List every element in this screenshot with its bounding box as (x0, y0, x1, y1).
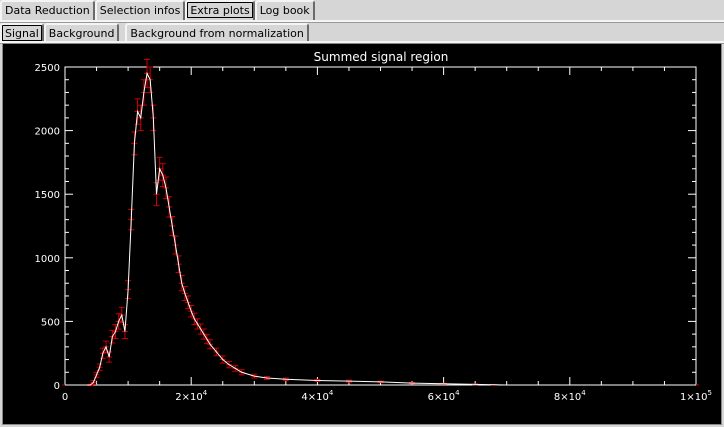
main-tab-data-reduction[interactable]: Data Reduction (0, 0, 95, 20)
sub-tab-bar: Signal Background Background from normaliz… (0, 23, 309, 43)
y-tick-label: 2000 (35, 127, 60, 138)
plot-frame (64, 66, 697, 386)
x-tick-label: 4×104 (301, 389, 333, 403)
y-tick-label: 1500 (35, 190, 60, 201)
chart-title: Summed signal region (314, 50, 449, 64)
y-tick-label: 1000 (35, 254, 60, 265)
series-line (65, 71, 696, 386)
y-tick-label: 500 (41, 317, 60, 328)
x-tick-label: 8×104 (554, 389, 586, 403)
main-tab-bar: Data Reduction Selection infos Extra plots… (0, 0, 315, 20)
x-tick-label: 0 (62, 392, 68, 403)
y-tick-label: 0 (54, 381, 60, 392)
plot-area: Summed signal region 0 2×104 4×104 6×104 8×1… (2, 43, 722, 425)
y-tick-labels: 0 500 1000 1500 2000 2500 (35, 63, 60, 392)
x-tick-label: 1×105 (680, 389, 712, 403)
y-tick-label: 2500 (35, 63, 60, 74)
main-tab-log-book[interactable]: Log book (254, 0, 315, 20)
main-tab-selection-infos[interactable]: Selection infos (94, 0, 186, 20)
summed-signal-chart: Summed signal region 0 2×104 4×104 6×104 8×1… (35, 50, 712, 403)
main-tab-extra-plots[interactable]: Extra plots (185, 0, 255, 20)
chart-axes (64, 66, 697, 386)
x-tick-label: 6×104 (428, 389, 460, 403)
main-tab-divider (0, 20, 724, 23)
sub-tab-signal[interactable]: Signal (0, 23, 44, 43)
x-tick-labels: 0 2×104 4×104 6×104 8×104 1×105 (62, 389, 712, 403)
signal-line (65, 71, 696, 386)
x-tick-label: 2×104 (175, 389, 207, 403)
error-bars (62, 58, 699, 387)
sub-tab-background[interactable]: Background (43, 23, 120, 43)
sub-tab-background-from-normalization[interactable]: Background from normalization (125, 23, 309, 43)
